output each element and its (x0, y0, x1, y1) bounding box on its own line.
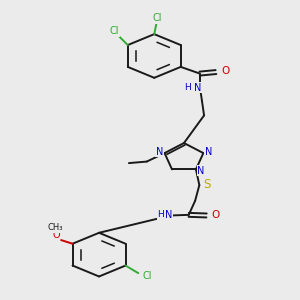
Text: S: S (203, 178, 211, 191)
Text: N: N (156, 147, 163, 157)
Text: N: N (205, 147, 212, 157)
Text: Cl: Cl (153, 14, 162, 23)
Text: H: H (157, 210, 164, 219)
Text: CH₃: CH₃ (47, 224, 63, 232)
Text: O: O (212, 211, 220, 220)
Text: N: N (194, 83, 201, 93)
Text: O: O (221, 66, 230, 76)
Text: H: H (184, 83, 191, 92)
Text: Cl: Cl (110, 26, 119, 36)
Text: O: O (52, 230, 60, 240)
Text: Cl: Cl (143, 271, 152, 281)
Text: N: N (165, 210, 172, 220)
Text: N: N (197, 166, 205, 176)
